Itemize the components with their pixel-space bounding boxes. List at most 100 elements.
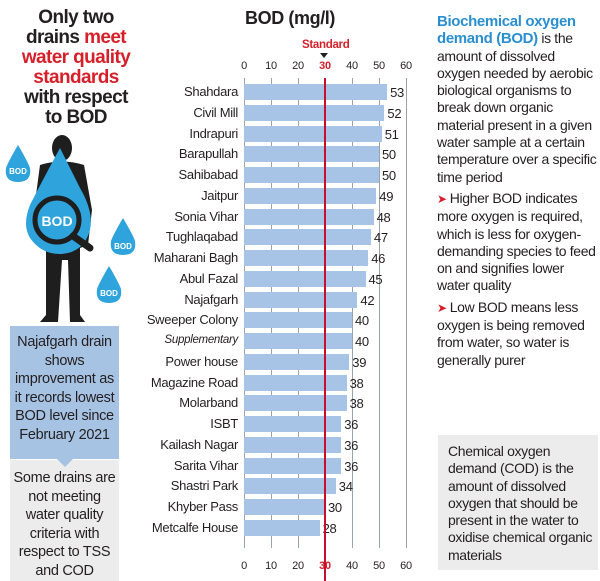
note-tss-cod-text: Some drains are not meeting water qualit… (13, 470, 116, 579)
bar-value: 47 (373, 230, 388, 246)
bod-def-paragraph: Biochemical oxygen demand (BOD) is the a… (437, 13, 597, 186)
note-najafgarh-text: Najafgarh drain shows improvement as it … (14, 334, 115, 443)
axis-tick-top: 10 (265, 60, 277, 72)
axis-tick-top: 20 (292, 60, 304, 72)
bar-value: 38 (349, 375, 364, 391)
headline-line5: with respect (24, 87, 128, 108)
arrow-bullet-icon: ➤ (437, 300, 450, 315)
drain-label: Kailash Nagar (160, 436, 238, 452)
bar-value: 50 (382, 168, 396, 183)
bar-value: 40 (355, 334, 369, 349)
bar (244, 395, 347, 412)
bar (244, 291, 358, 308)
svg-text:BOD: BOD (9, 167, 27, 176)
bar-value: 40 (355, 313, 369, 329)
bar (244, 416, 342, 432)
bar (244, 229, 371, 246)
bar (244, 478, 336, 495)
bar-value: 36 (344, 458, 359, 474)
bod-def-text: is the amount of dissolved oxygen needed… (437, 30, 597, 185)
bar (244, 457, 342, 474)
bar (244, 208, 374, 225)
axis-tick-bottom: 0 (241, 560, 247, 572)
drain-label: Maharani Bagh (153, 250, 239, 265)
bar-value: 49 (379, 188, 394, 204)
bar (244, 146, 379, 163)
bar-value: 45 (368, 271, 383, 287)
arrow-bullet-icon: ➤ (437, 191, 450, 206)
axis-tick-top: 40 (346, 60, 358, 72)
bullet-low-bod: ➤ Low BOD means less oxygen is being rem… (437, 299, 597, 369)
svg-text:BOD: BOD (114, 242, 132, 251)
drain-label: Abul Fazal (179, 270, 239, 286)
axis-tick-top: 50 (373, 60, 385, 72)
headline-line2: drains meet (6, 28, 146, 48)
svg-text:BOD: BOD (41, 213, 72, 229)
axis-tick-bottom: 40 (346, 560, 358, 572)
chart-title: BOD (mg/l) (245, 8, 335, 28)
bod-term: Biochemical oxygen demand (BOD) (437, 13, 576, 48)
drain-label: Sweeper Colony (146, 312, 238, 328)
note-tss-cod: Some drains are not meeting water qualit… (10, 460, 119, 581)
standard-label: Standard (302, 39, 350, 51)
cod-definition: Chemical oxygen demand (COD) is the amou… (438, 435, 598, 570)
bullet-higher-bod: ➤ Higher BOD indicates more oxygen is re… (437, 190, 597, 295)
bar-value: 50 (382, 147, 396, 163)
bar (244, 519, 320, 536)
bar-value: 28 (322, 520, 337, 536)
note-arrow (57, 459, 73, 467)
drain-label: Sonia Vihar (174, 208, 238, 224)
drain-label: Supplementary (164, 334, 239, 346)
bar (244, 374, 347, 391)
axis-tick-bottom: 20 (292, 560, 304, 572)
bar-value: 30 (328, 500, 342, 515)
bar (244, 270, 366, 287)
axis-tick-bottom: 60 (400, 560, 412, 572)
drain-label: Civil Mill (193, 104, 238, 120)
standard-line (324, 78, 326, 581)
axis-tick-top: 30 (319, 60, 331, 72)
axis-tick-bottom: 50 (373, 560, 385, 572)
bar (244, 125, 382, 142)
drain-label: ISBT (210, 416, 238, 431)
drain-label: Power house (165, 353, 238, 369)
drain-label: Sahibabad (178, 167, 239, 182)
headline-line1: Only two (38, 7, 114, 28)
bod-definition: Biochemical oxygen demand (BOD) is the a… (437, 13, 597, 373)
headline-line2a: drains (25, 27, 85, 48)
person-with-magnifier-water-drop-icon: BOD BOD BOD BOD (0, 130, 150, 328)
drain-label: Barapullah (178, 146, 238, 162)
bar-value: 46 (371, 251, 386, 266)
standard-marker-icon (320, 53, 328, 58)
headline-line2b: meet (84, 27, 127, 48)
bar (244, 333, 352, 349)
bar-value: 52 (387, 105, 402, 121)
svg-text:BOD: BOD (100, 289, 118, 298)
bar-value: 36 (344, 437, 359, 453)
gridline (406, 78, 407, 548)
gridline (352, 78, 353, 548)
bar-value: 53 (390, 85, 404, 100)
bar-value: 36 (344, 417, 359, 432)
bar (244, 250, 369, 266)
bar-value: 42 (360, 292, 375, 308)
drain-label: Indrapuri (189, 125, 238, 141)
drain-label: Jaitpur (201, 187, 238, 203)
bar (244, 84, 388, 100)
bar (244, 187, 377, 204)
bar-value: 48 (376, 209, 391, 225)
headline: Only two drains meet water quality stand… (6, 8, 146, 128)
bar (244, 167, 379, 183)
drain-label: Shahdara (184, 84, 238, 99)
cod-definition-text: Chemical oxygen demand (COD) is the amou… (448, 443, 593, 563)
bar (244, 353, 350, 370)
note-najafgarh: Najafgarh drain shows improvement as it … (10, 326, 119, 459)
axis-tick-top: 60 (400, 60, 412, 72)
drain-label: Metcalfe House (151, 519, 238, 535)
drain-label: Molarband (179, 395, 238, 411)
bullet-higher-bod-text: Higher BOD indicates more oxygen is requ… (437, 189, 596, 294)
bar-value: 34 (338, 479, 353, 495)
headline-line3: water quality (21, 47, 131, 68)
axis-tick-bottom: 10 (265, 560, 277, 572)
drain-label: Khyber Pass (167, 499, 239, 514)
